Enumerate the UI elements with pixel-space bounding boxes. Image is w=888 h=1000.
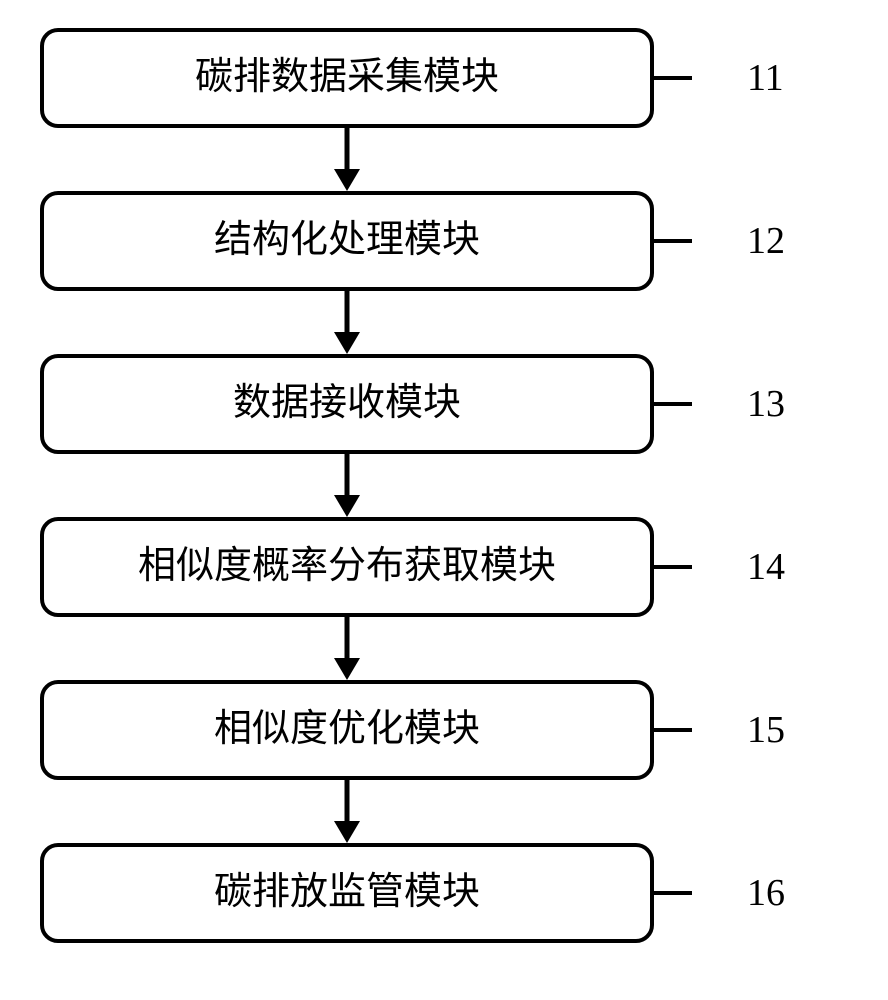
flow-node-label: 结构化处理模块 bbox=[214, 218, 480, 264]
flow-node-n4: 相似度概率分布获取模块 bbox=[40, 517, 654, 617]
flow-node-n1: 碳排数据采集模块 bbox=[40, 28, 654, 128]
flow-node-n6: 碳排放监管模块 bbox=[40, 843, 654, 943]
flow-node-n3: 数据接收模块 bbox=[40, 354, 654, 454]
flow-node-label: 数据接收模块 bbox=[233, 381, 461, 427]
flowchart-container: 碳排数据采集模块 11 结构化处理模块 12 数据接收模块 13 相似度概率分布获取模块 14… bbox=[0, 0, 888, 1000]
arrow-head-icon bbox=[334, 169, 360, 191]
ref-tick bbox=[654, 565, 692, 569]
flow-node-n2: 结构化处理模块 bbox=[40, 191, 654, 291]
flow-node-label: 碳排放监管模块 bbox=[214, 870, 480, 916]
ref-label-12: 12 bbox=[747, 222, 785, 260]
ref-label-11: 11 bbox=[747, 59, 784, 97]
arrow-head-icon bbox=[334, 332, 360, 354]
ref-tick bbox=[654, 76, 692, 80]
arrow-head-icon bbox=[334, 495, 360, 517]
flow-node-n5: 相似度优化模块 bbox=[40, 680, 654, 780]
ref-tick bbox=[654, 239, 692, 243]
flow-node-label: 碳排数据采集模块 bbox=[195, 55, 499, 101]
arrow-head-icon bbox=[334, 821, 360, 843]
ref-tick bbox=[654, 402, 692, 406]
ref-label-15: 15 bbox=[747, 711, 785, 749]
flow-node-label: 相似度优化模块 bbox=[214, 707, 480, 753]
arrow-head-icon bbox=[334, 658, 360, 680]
flow-node-label: 相似度概率分布获取模块 bbox=[138, 544, 556, 590]
ref-tick bbox=[654, 891, 692, 895]
ref-label-14: 14 bbox=[747, 548, 785, 586]
ref-tick bbox=[654, 728, 692, 732]
ref-label-13: 13 bbox=[747, 385, 785, 423]
ref-label-16: 16 bbox=[747, 874, 785, 912]
